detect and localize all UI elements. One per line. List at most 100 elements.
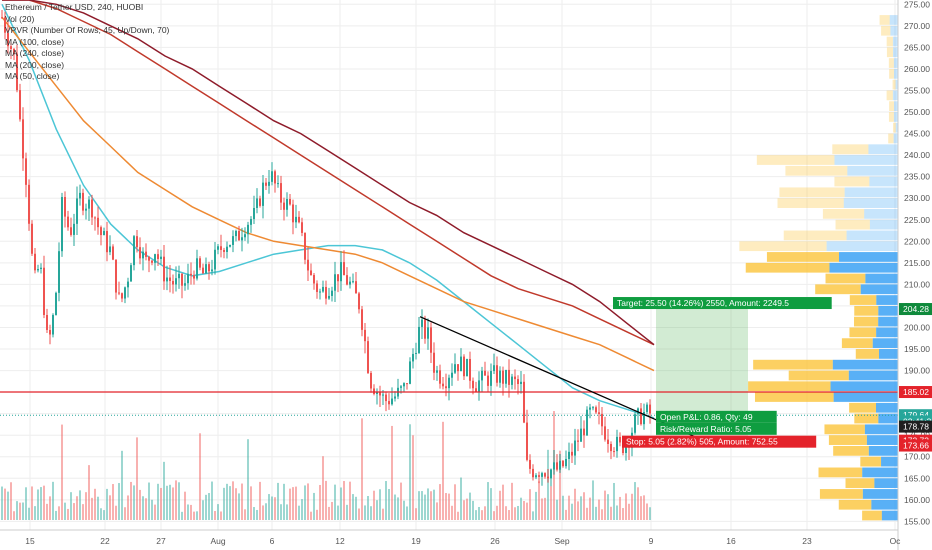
volume-bar <box>244 509 246 520</box>
vpvr-down-bar <box>833 392 898 402</box>
candle-body <box>616 436 618 452</box>
volume-bar <box>379 489 381 520</box>
candle-body <box>556 462 558 470</box>
vpvr-up-bar <box>822 208 865 219</box>
volume-bar <box>559 450 561 520</box>
volume-bar <box>22 502 24 520</box>
candle-body <box>523 381 525 423</box>
volume-bar <box>232 481 234 520</box>
vpvr-down-bar <box>893 112 898 122</box>
vpvr-up-bar <box>849 327 877 338</box>
candle-body <box>160 256 162 259</box>
candle-body <box>34 253 36 271</box>
volume-bar <box>58 506 60 520</box>
indicator-ma50[interactable]: MA (50, close) <box>5 71 60 81</box>
volume-bar <box>586 507 588 520</box>
vpvr-up-bar <box>881 25 891 36</box>
candle-body <box>382 394 384 396</box>
volume-bar <box>19 502 21 520</box>
candle-body <box>601 413 603 427</box>
indicator-ma200[interactable]: MA (200, close) <box>5 59 65 70</box>
candle-body <box>649 404 651 414</box>
candle-body <box>241 237 243 241</box>
indicator-vpvr[interactable]: VPVR (Number Of Rows, 45, Up/Down, 70) <box>5 25 170 35</box>
vpvr-down-bar <box>881 456 898 467</box>
y-tick-label: 270.00 <box>904 21 930 31</box>
candle-body <box>499 370 501 383</box>
vpvr-down-bar <box>876 327 898 338</box>
candle-body <box>532 468 534 478</box>
candle-body <box>73 223 75 235</box>
price-label: 204.28 <box>903 304 929 314</box>
volume-bar <box>568 495 570 520</box>
indicator-vol[interactable]: Vol (20) <box>5 13 35 24</box>
price-axis[interactable]: 275.00 270.00 265.00 260.00 255.00 250.00 245.… <box>897 0 932 550</box>
x-tick-label: 9 <box>649 536 654 546</box>
indicator-ma240[interactable]: MA (240, close) <box>5 48 65 58</box>
candle-body <box>67 216 69 228</box>
candle-body <box>373 388 375 394</box>
volume-bar <box>319 484 321 520</box>
candle-body <box>475 388 477 392</box>
volume-bar <box>88 465 90 520</box>
candle-body <box>619 436 621 443</box>
price-label-bg <box>899 420 932 433</box>
candle-body <box>148 256 150 261</box>
vpvr-up-bar <box>815 284 861 295</box>
x-tick-label: 23 <box>802 536 812 546</box>
x-tick-label: 6 <box>270 536 275 546</box>
horizontal-line-185[interactable] <box>0 391 898 416</box>
volume-bar <box>382 508 384 520</box>
volume-bar <box>85 492 87 520</box>
candle-body <box>493 365 495 372</box>
volume-bar <box>466 498 468 520</box>
vpvr-down-bar <box>862 489 898 499</box>
volume-bar <box>253 507 255 520</box>
indicator-ma100[interactable]: MA (100, close) <box>5 36 65 47</box>
vpvr-down-bar <box>892 36 898 47</box>
candle-body <box>310 270 312 276</box>
volume-bar <box>448 493 450 520</box>
volume-bar <box>142 496 144 520</box>
candle-body <box>64 197 66 217</box>
candle-body <box>13 48 15 54</box>
time-axis[interactable]: 15 22 27 Aug 6 12 19 26 Sep 9 16 23 Oc <box>0 529 901 546</box>
volume-bar <box>649 507 651 520</box>
candle-body <box>7 32 9 47</box>
stop-label: Stop: 5.05 (2.82%) 505, Amount: 752.55 <box>626 437 778 447</box>
vpvr-up-bar <box>889 101 895 112</box>
vpvr-up-bar <box>886 47 894 58</box>
volume-bar <box>394 494 396 520</box>
volume-bar <box>157 483 159 520</box>
volume-bar <box>619 496 621 520</box>
volume-bar <box>73 503 75 520</box>
volume-bar <box>16 501 18 520</box>
candle-body <box>580 428 582 442</box>
candle-body <box>280 183 282 203</box>
candle-body <box>76 198 78 224</box>
vpvr-down-bar <box>844 187 898 198</box>
volume-bar <box>268 494 270 520</box>
x-tick-label: 16 <box>726 536 736 546</box>
volume-bar <box>247 439 249 520</box>
volume-bar <box>1 486 3 520</box>
volume-bar <box>289 488 291 520</box>
y-tick-label: 195.00 <box>904 344 930 354</box>
candle-body <box>457 364 459 372</box>
volume-bar <box>94 488 96 520</box>
vpvr-up-bar <box>841 338 873 349</box>
candle-body <box>220 246 222 250</box>
candle-body <box>112 246 114 260</box>
candle-body <box>286 199 288 210</box>
volume-bar <box>274 497 276 520</box>
candle-body <box>46 314 48 330</box>
volume-bar <box>187 504 189 520</box>
volume-bar <box>322 456 324 520</box>
vpvr-down-bar <box>846 230 898 241</box>
volume-bar <box>517 505 519 520</box>
volume-bar <box>406 506 408 520</box>
vpvr-down-bar <box>889 15 898 25</box>
vpvr-down-bar <box>893 58 898 68</box>
volume-bar <box>481 510 483 520</box>
